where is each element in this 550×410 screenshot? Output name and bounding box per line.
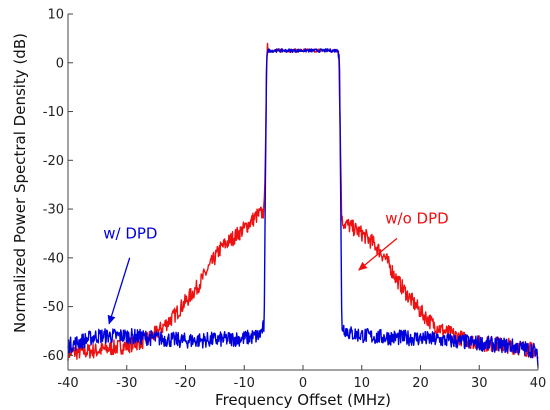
annotation-label-without-dpd: w/o DPD <box>385 210 448 228</box>
y-tick-label: -50 <box>43 300 64 315</box>
x-tick-label: -10 <box>234 376 255 391</box>
x-tick-label: -30 <box>116 376 137 391</box>
annotation-arrow-with-dpd <box>107 257 131 325</box>
x-tick-label: -20 <box>175 376 196 391</box>
y-axis-label: Normalized Power Spectral Density (dB) <box>11 33 29 333</box>
x-tick-label: 30 <box>471 376 488 391</box>
x-tick-label: 10 <box>353 376 370 391</box>
y-tick-label: -30 <box>43 203 64 218</box>
annotation-label-with-dpd: w/ DPD <box>103 224 157 242</box>
series-line-with-dpd <box>67 48 539 368</box>
y-tick-label: -10 <box>43 105 64 120</box>
x-tick-label: 0 <box>299 376 307 391</box>
annotations-layer: w/o DPD w/ DPD <box>103 210 449 325</box>
x-tick-label: -40 <box>57 376 78 391</box>
y-tick-label: -20 <box>43 154 64 169</box>
axes-layer: -40 -30 -20 -10 0 10 20 30 40 10 0 -10 -20 -30 -40 -50 -… <box>43 8 547 392</box>
x-tick-label: 40 <box>530 376 547 391</box>
series-layer <box>67 42 539 368</box>
x-axis-label: Frequency Offset (MHz) <box>215 391 391 409</box>
y-tick-label: 0 <box>56 56 64 71</box>
y-tick-label: -60 <box>43 349 64 364</box>
x-tick-label: 20 <box>412 376 429 391</box>
y-tick-label: 10 <box>47 8 64 23</box>
annotation-arrow-without-dpd <box>358 237 398 271</box>
series-line-without-dpd <box>67 42 539 361</box>
y-tick-label: -40 <box>43 251 64 266</box>
